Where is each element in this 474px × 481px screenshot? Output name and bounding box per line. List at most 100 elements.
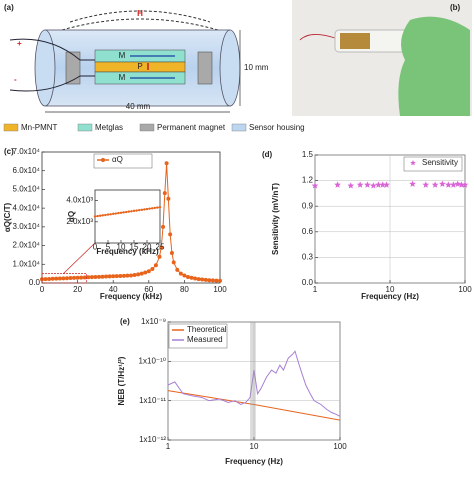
magnet (65, 51, 81, 85)
point (43, 277, 48, 282)
point (196, 277, 201, 282)
photo-glove (398, 16, 470, 117)
x-tick-label: 40 (109, 285, 118, 294)
point (111, 274, 116, 279)
point (54, 276, 59, 281)
star-marker (383, 181, 390, 188)
point (158, 205, 162, 209)
x-tick-label: 80 (180, 285, 189, 294)
x-axis-label: Frequency (Hz) (361, 292, 419, 301)
point (61, 276, 66, 281)
panel-label: (c) (4, 147, 14, 156)
point (104, 213, 107, 217)
y-axis-label: Sensitivity (mV/nT) (271, 183, 280, 255)
point (157, 254, 162, 259)
point (218, 278, 222, 283)
chart: 0.0 1.0x10⁴ 2.0x10⁴ 3.0x10⁴ 4.0x10⁴ 5.0x10⁴ 6.… (3, 147, 227, 301)
point (132, 209, 136, 213)
housing-end (219, 29, 241, 107)
star-marker (334, 181, 341, 188)
diagram-legend: Mn-PMNT Metglas Permanent magnet Sensor hou… (3, 123, 305, 132)
point (101, 214, 105, 217)
x-tick-label: 1 (313, 285, 318, 294)
zoom-region (41, 273, 87, 284)
point (156, 206, 159, 209)
legend-swatch (77, 123, 93, 132)
star-marker (439, 180, 446, 187)
y-tick-label: 1.0x10⁴ (13, 259, 41, 268)
point (135, 209, 138, 212)
point (119, 211, 123, 214)
diagram: (a) H M P M + - 10 mm 40 mm (4, 3, 269, 113)
zoom-arrow (63, 242, 96, 274)
y-tick-label: 1x10⁻¹² (139, 435, 166, 444)
point (129, 273, 133, 278)
legend-label: Metglas (95, 123, 123, 132)
housing-end (34, 29, 56, 107)
legend-label: Sensor housing (249, 123, 305, 132)
point (148, 207, 151, 210)
point (185, 275, 190, 280)
point (114, 274, 119, 279)
legend-box (93, 153, 153, 169)
point (214, 278, 219, 283)
point (182, 273, 187, 278)
y-tick-label: 1.5 (302, 150, 314, 159)
point (122, 211, 125, 214)
star-marker (422, 181, 430, 188)
field-line (61, 18, 219, 31)
y-tick-label: 1x10⁻⁹ (141, 317, 166, 326)
point (143, 208, 146, 211)
y-tick-label: 1x10⁻¹¹ (139, 396, 166, 405)
point (109, 213, 112, 216)
wire (9, 38, 95, 61)
point (114, 212, 118, 215)
legend-box (403, 156, 463, 172)
point (171, 260, 176, 265)
y-tick-label: 4.0x10³ (66, 196, 93, 205)
field-line (69, 10, 211, 23)
x-tick-label: 100 (458, 285, 472, 294)
legend-label: αQ (112, 155, 123, 164)
point (140, 208, 143, 212)
star-marker (347, 182, 355, 189)
point (210, 278, 215, 283)
star-marker (311, 182, 319, 189)
legend-marker (101, 158, 105, 162)
star-marker (445, 181, 452, 188)
panel-label: (b) (450, 3, 461, 12)
x-axis-label: Frequency (kHz) (96, 247, 159, 256)
point (125, 273, 130, 278)
point (138, 208, 141, 212)
y-tick-label: 1x10⁻¹⁰ (139, 356, 166, 365)
y-axis-label: NEB (T/Hz¹/²) (117, 356, 126, 405)
star-marker (370, 182, 377, 189)
star-marker (409, 180, 416, 187)
x-tick-label: 5 (106, 243, 111, 252)
x-tick-label: 1 (166, 442, 171, 451)
point (107, 274, 112, 279)
x-tick-label: 60 (144, 285, 153, 294)
series-line (167, 350, 341, 417)
y-tick-label: 2.0x10³ (66, 217, 93, 226)
field-label: H (137, 9, 143, 18)
y-tick-label: 3.0x10⁴ (13, 222, 41, 231)
layer-label: P (137, 62, 142, 71)
point (96, 274, 101, 279)
point (117, 211, 120, 215)
point (136, 272, 141, 277)
point (121, 273, 126, 278)
x-axis-label: Frequency (Hz) (225, 457, 283, 466)
point (57, 276, 62, 281)
highlight-band (250, 322, 256, 440)
chart: 0.0 0.3 0.6 0.9 1.2 1.5 1 10 100 Frequency (Hz) Se… (262, 150, 472, 301)
point (68, 276, 73, 281)
y-tick-label: 0.0 (29, 278, 41, 287)
legend-label: Measured (187, 335, 223, 344)
y-axis-label: αQ(C/T) (3, 202, 12, 232)
y-tick-label: 1.2 (302, 176, 314, 185)
x-tick-label: 10 (386, 285, 395, 294)
point (150, 266, 155, 271)
